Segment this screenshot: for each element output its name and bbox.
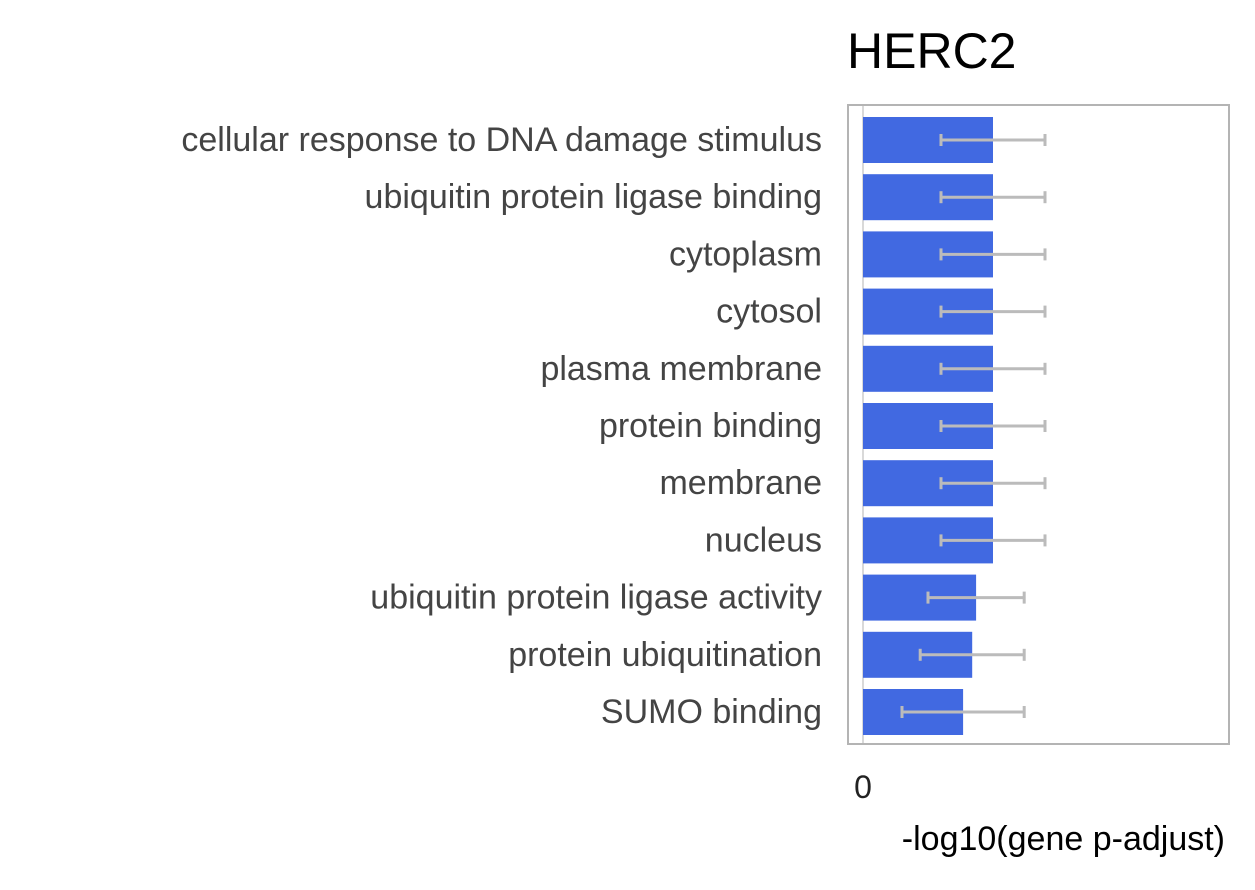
category-label: ubiquitin protein ligase binding bbox=[365, 178, 822, 216]
category-label: protein ubiquitination bbox=[508, 636, 822, 674]
category-label: membrane bbox=[659, 464, 822, 502]
plot-frame bbox=[847, 104, 1230, 745]
category-label: cytosol bbox=[716, 293, 822, 331]
category-label: protein binding bbox=[599, 407, 822, 445]
chart-title: HERC2 bbox=[847, 23, 1016, 79]
category-label: ubiquitin protein ligase activity bbox=[370, 579, 822, 617]
category-label: SUMO binding bbox=[601, 693, 822, 731]
category-label: plasma membrane bbox=[540, 350, 822, 388]
error-bars bbox=[900, 134, 1047, 718]
category-label: cytoplasm bbox=[669, 235, 822, 273]
x-axis-label: -log10(gene p-adjust) bbox=[902, 820, 1225, 858]
x-tick-label: 0 bbox=[854, 769, 872, 805]
category-label: cellular response to DNA damage stimulus bbox=[181, 121, 822, 159]
category-labels: cellular response to DNA damage stimulus… bbox=[181, 121, 822, 731]
category-label: nucleus bbox=[705, 521, 822, 559]
